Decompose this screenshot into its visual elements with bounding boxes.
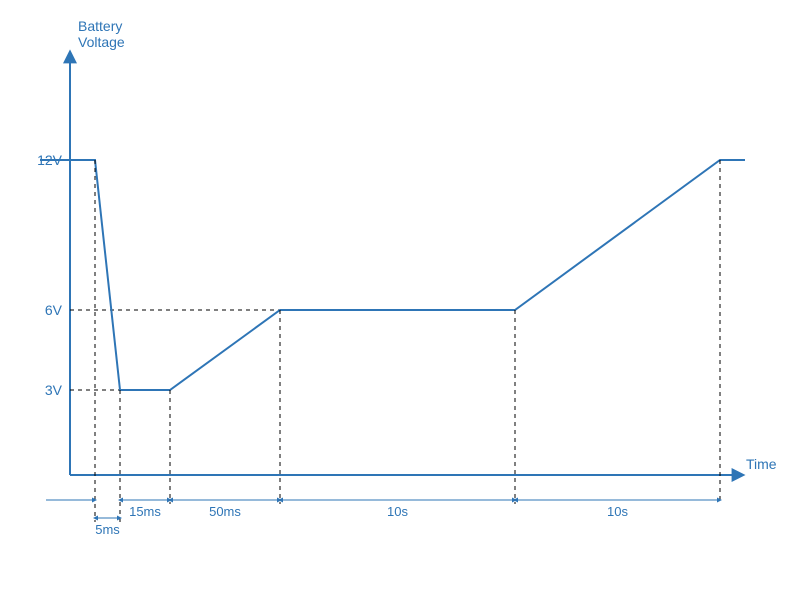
y-axis-title-line2: Voltage [78, 34, 125, 50]
y-axis-title-line1: Battery [78, 18, 122, 34]
interval-label: 50ms [209, 504, 241, 519]
interval-dimensions: 5ms 15ms 50ms 10s 10s [46, 500, 720, 537]
voltage-curve [40, 160, 745, 390]
interval-label: 15ms [129, 504, 161, 519]
time-drop-lines [95, 160, 720, 522]
y-tick-3v: 3V [45, 382, 63, 398]
interval-label: 5ms [95, 522, 120, 537]
voltage-time-chart: Battery Voltage Time 12V 6V 3V 5ms15ms50… [0, 0, 800, 600]
interval-label: 10s [607, 504, 628, 519]
y-tick-6v: 6V [45, 302, 63, 318]
x-axis-title: Time [746, 456, 777, 472]
interval-label: 10s [387, 504, 408, 519]
